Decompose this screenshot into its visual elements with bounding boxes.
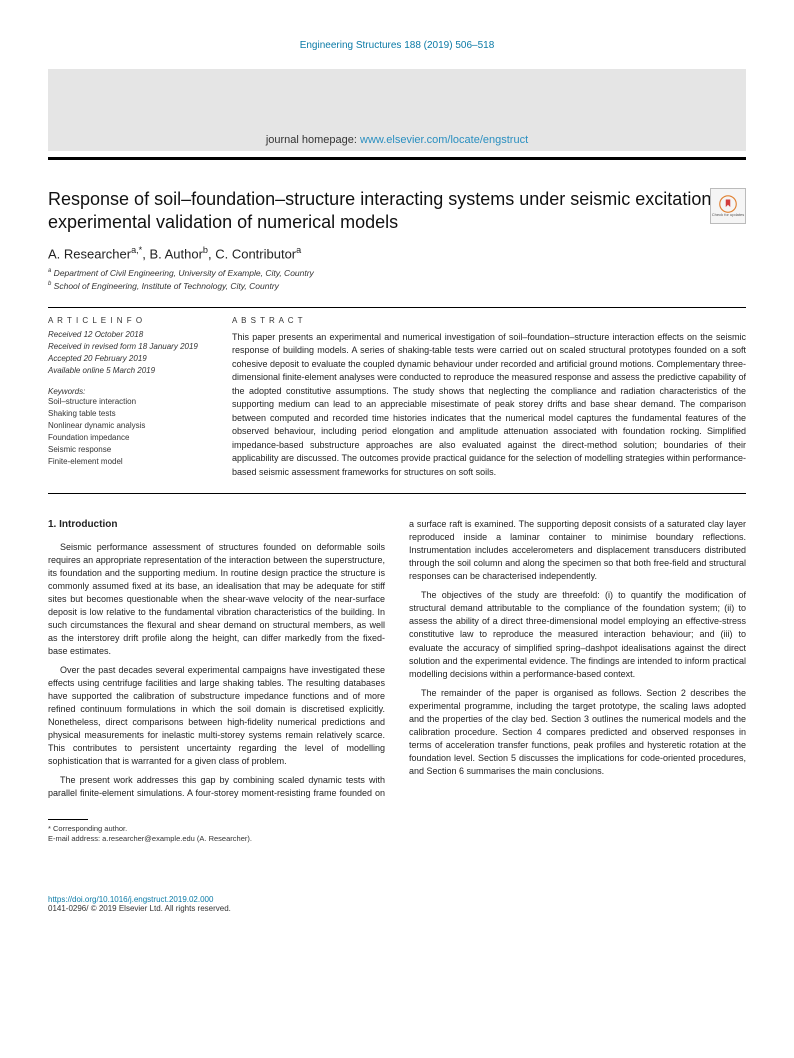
abstract-text: This paper presents an experimental and … [232, 331, 746, 480]
check-updates-label: Check for updates [712, 213, 744, 217]
body-paragraph: The objectives of the study are threefol… [409, 589, 746, 680]
section-heading-intro: 1. Introduction [48, 518, 385, 533]
body-text: 1. Introduction Seismic performance asse… [48, 518, 746, 800]
bookmark-check-icon [719, 195, 737, 213]
info-rule-top [48, 307, 746, 308]
article-info-heading: A R T I C L E I N F O [48, 316, 208, 325]
homepage-url[interactable]: www.elsevier.com/locate/engstruct [360, 134, 528, 146]
keywords-list: Soil–structure interactionShaking table … [48, 396, 208, 468]
affiliations: a Department of Civil Engineering, Unive… [48, 267, 746, 293]
banner-rule [48, 157, 746, 160]
article-title: Response of soil–foundation–structure in… [48, 188, 746, 235]
corresponding-footnote: * Corresponding author. [48, 824, 746, 835]
article-history: Received 12 October 2018Received in revi… [48, 329, 208, 377]
journal-banner: journal homepage: www.elsevier.com/locat… [48, 69, 746, 151]
body-paragraph: The remainder of the paper is organised … [409, 687, 746, 778]
check-updates-badge[interactable]: Check for updates [710, 188, 746, 224]
info-rule-bottom [48, 493, 746, 494]
footnote-rule [48, 819, 88, 820]
email-footnote: E-mail address: a.researcher@example.edu… [48, 834, 746, 845]
author-line: A. Researchera,*, B. Authorb, C. Contrib… [48, 245, 746, 261]
running-citation: Engineering Structures 188 (2019) 506–51… [48, 40, 746, 51]
keywords-label: Keywords: [48, 387, 208, 396]
body-paragraph: Over the past decades several experiment… [48, 664, 385, 768]
doi-link[interactable]: https://doi.org/10.1016/j.engstruct.2019… [48, 895, 746, 904]
copyright-line: 0141-0296/ © 2019 Elsevier Ltd. All righ… [48, 904, 746, 913]
homepage-label: journal homepage: [266, 134, 360, 146]
body-paragraph: Seismic performance assessment of struct… [48, 541, 385, 658]
abstract-heading: A B S T R A C T [232, 316, 746, 325]
